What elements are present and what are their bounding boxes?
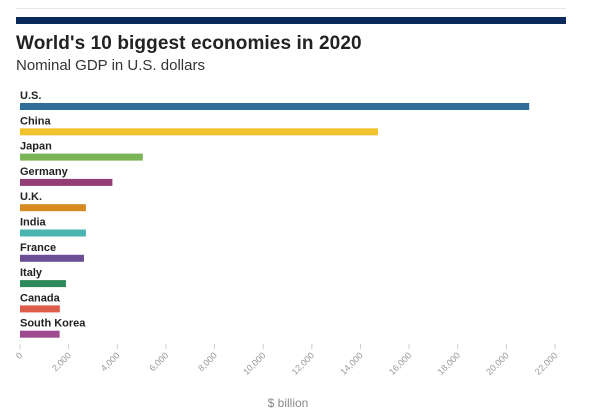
x-tick-label: 14,000 (338, 350, 365, 377)
bar-label: Japan (20, 141, 52, 153)
bar (20, 204, 86, 212)
x-tick-label: 18,000 (436, 350, 463, 377)
x-tick-label: 6,000 (147, 350, 170, 373)
bar-label: Canada (20, 292, 61, 304)
bar (20, 153, 143, 161)
bar (20, 254, 84, 262)
x-tick-label: 8,000 (196, 350, 219, 373)
bar (20, 178, 113, 186)
bar-label: South Korea (20, 318, 86, 330)
bar (20, 103, 530, 110)
x-tick-label: 4,000 (99, 350, 122, 373)
x-tick-label: 2,000 (50, 350, 73, 373)
bar-label: France (20, 242, 56, 254)
bar (20, 330, 60, 338)
x-tick-label: 12,000 (290, 350, 317, 377)
top-divider (16, 8, 566, 9)
bar-label: Germany (20, 166, 69, 178)
x-tick-label: 20,000 (484, 350, 511, 377)
bar-label: China (20, 115, 51, 127)
x-axis: 0 2,000 4,000 6,000 8,000 10,000 12,000 14,000 1… (14, 344, 560, 377)
bar-label: U.S. (20, 90, 41, 102)
bar-label: Italy (20, 267, 43, 279)
x-axis-title: $ billion (268, 396, 309, 410)
bar (20, 305, 60, 313)
bar (20, 128, 378, 136)
header-accent-bar (16, 17, 566, 24)
bar-label: India (20, 217, 47, 229)
bars-layer: U.S. China Japan Germany U.K. India France Ital… (20, 90, 530, 338)
x-tick-label: 10,000 (241, 350, 268, 377)
chart-subtitle: Nominal GDP in U.S. dollars (16, 57, 205, 74)
bar (20, 280, 66, 288)
x-tick-label: 0 (14, 350, 25, 361)
bar (20, 229, 86, 237)
chart-title: World's 10 biggest economies in 2020 (16, 33, 362, 54)
x-tick-label: 16,000 (387, 350, 414, 377)
bar-label: U.K. (20, 191, 42, 203)
x-tick-label: 22,000 (533, 350, 560, 377)
